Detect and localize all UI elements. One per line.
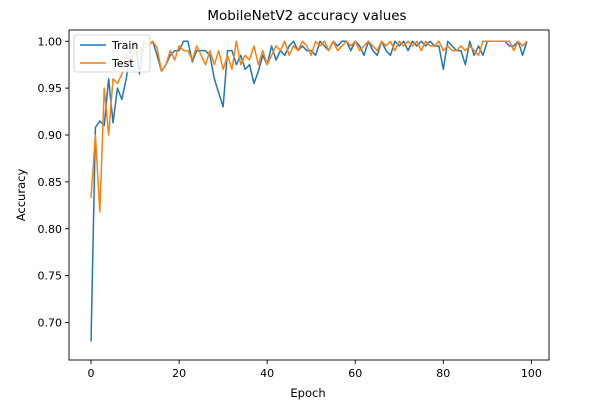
x-tick-label: 20 — [172, 367, 186, 380]
y-tick-label: 1.00 — [38, 35, 63, 48]
series-line-train — [90, 40, 528, 342]
series-line-test — [90, 40, 528, 213]
x-tick-label: 0 — [88, 367, 95, 380]
x-tick-label: 80 — [436, 367, 450, 380]
y-tick-label: 0.90 — [38, 129, 63, 142]
y-tick-label: 0.80 — [38, 223, 63, 236]
plot-frame — [68, 29, 550, 361]
y-tick-label: 0.75 — [38, 270, 63, 283]
legend: Train Test — [73, 34, 151, 73]
series-layer — [90, 40, 528, 342]
x-axis-ticks: 0 20 40 60 80 100 — [88, 360, 542, 380]
y-axis-label: Accuracy — [14, 169, 28, 222]
x-tick-label: 100 — [521, 367, 542, 380]
chart-title: MobileNetV2 accuracy values — [207, 8, 406, 24]
x-tick-label: 60 — [348, 367, 362, 380]
x-axis-label: Epoch — [290, 386, 325, 400]
x-tick-label: 40 — [260, 367, 274, 380]
y-axis-ticks: 0.70 0.75 0.80 0.85 0.90 0.95 1.00 — [38, 35, 69, 330]
y-tick-label: 0.70 — [38, 317, 63, 330]
legend-label-test: Test — [111, 57, 134, 70]
y-tick-label: 0.95 — [38, 82, 63, 95]
plot-area — [68, 29, 550, 361]
y-tick-label: 0.85 — [38, 176, 63, 189]
legend-label-train: Train — [111, 39, 138, 52]
